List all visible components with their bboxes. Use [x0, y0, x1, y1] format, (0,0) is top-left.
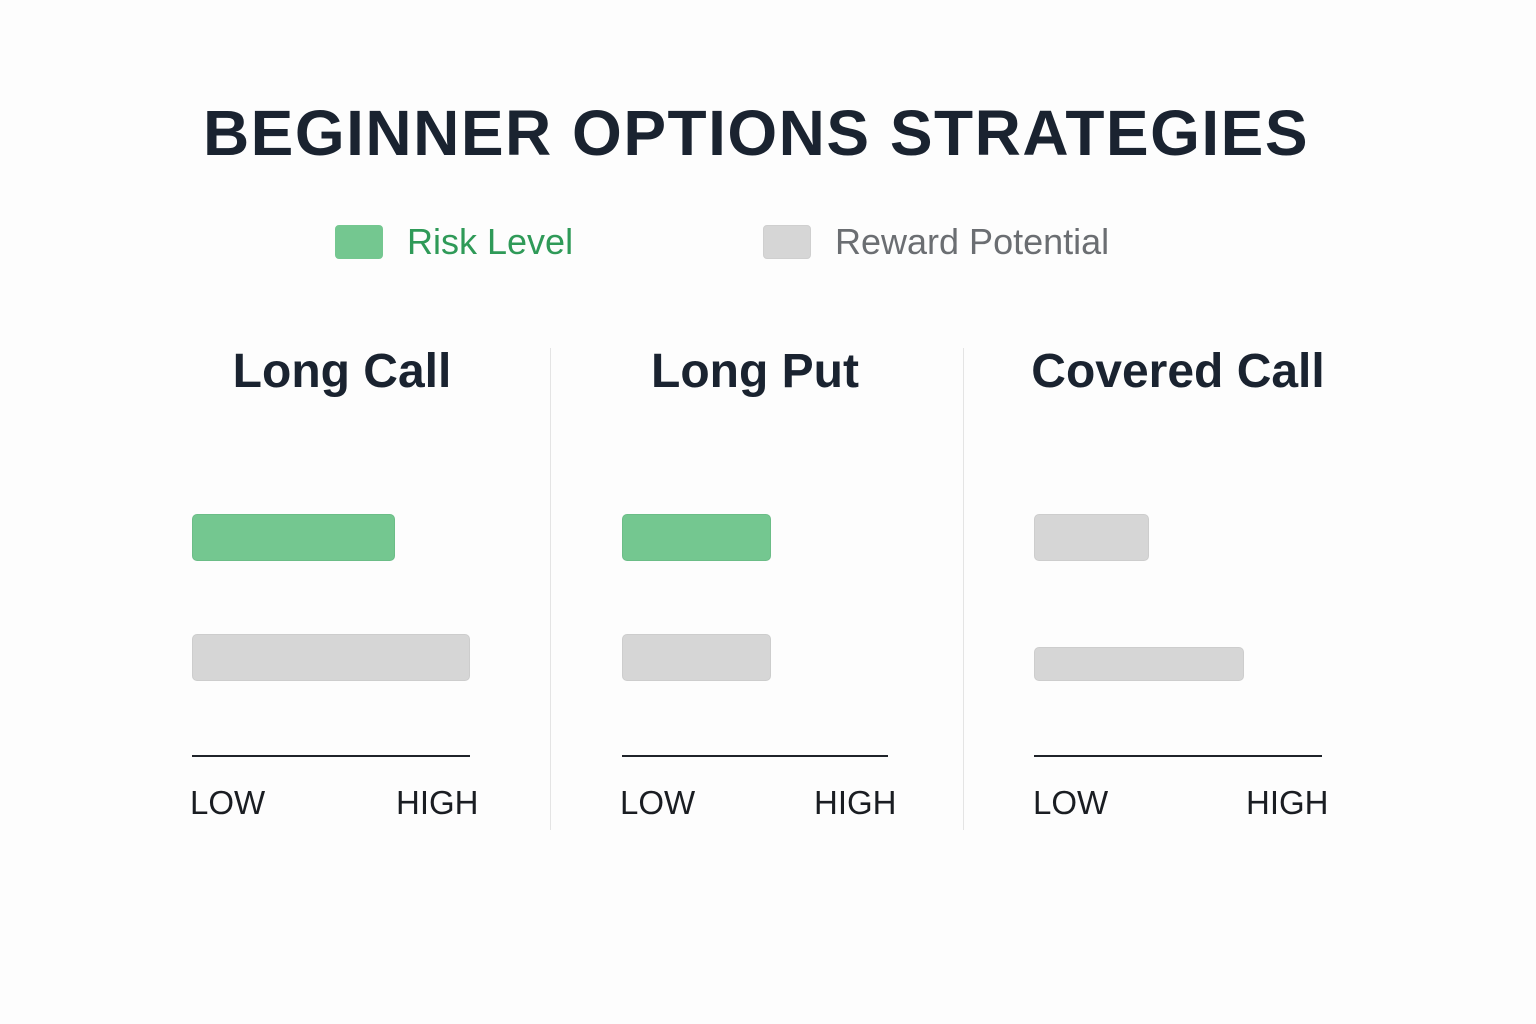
chart-title: BEGINNER OPTIONS STRATEGIES — [202, 97, 1310, 169]
axis-label-high: HIGH — [814, 784, 897, 821]
axis-label-high: HIGH — [396, 784, 479, 821]
bar-reward-long-put — [622, 634, 771, 681]
bar-risk-long-call — [192, 514, 395, 561]
axis-label-high: HIGH — [1246, 784, 1329, 821]
axis-label-low: LOW — [190, 784, 266, 821]
bar-reward-long-call — [192, 634, 470, 681]
axis-line-long-put — [622, 755, 888, 757]
bar-reward-covered-call — [1034, 647, 1244, 681]
axis-line-covered-call — [1034, 755, 1322, 757]
legend-label-reward: Reward Potential — [835, 221, 1110, 262]
legend-item-risk: Risk Level — [335, 221, 574, 262]
panel-divider — [963, 348, 964, 830]
panel-title-long-put: Long Put — [651, 345, 859, 398]
axis-line-long-call — [192, 755, 470, 757]
panel-title-covered-call: Covered Call — [1031, 345, 1325, 398]
legend-item-reward: Reward Potential — [763, 221, 1110, 262]
legend-label-risk: Risk Level — [407, 221, 574, 262]
axis-label-low: LOW — [1033, 784, 1109, 821]
axis-label-low: LOW — [620, 784, 696, 821]
legend-swatch-reward — [763, 225, 811, 259]
legend-swatch-risk — [335, 225, 383, 259]
bar-risk-covered-call — [1034, 514, 1149, 561]
bar-risk-long-put — [622, 514, 771, 561]
panel-divider — [550, 348, 551, 830]
panel-title-long-call: Long Call — [232, 345, 452, 398]
